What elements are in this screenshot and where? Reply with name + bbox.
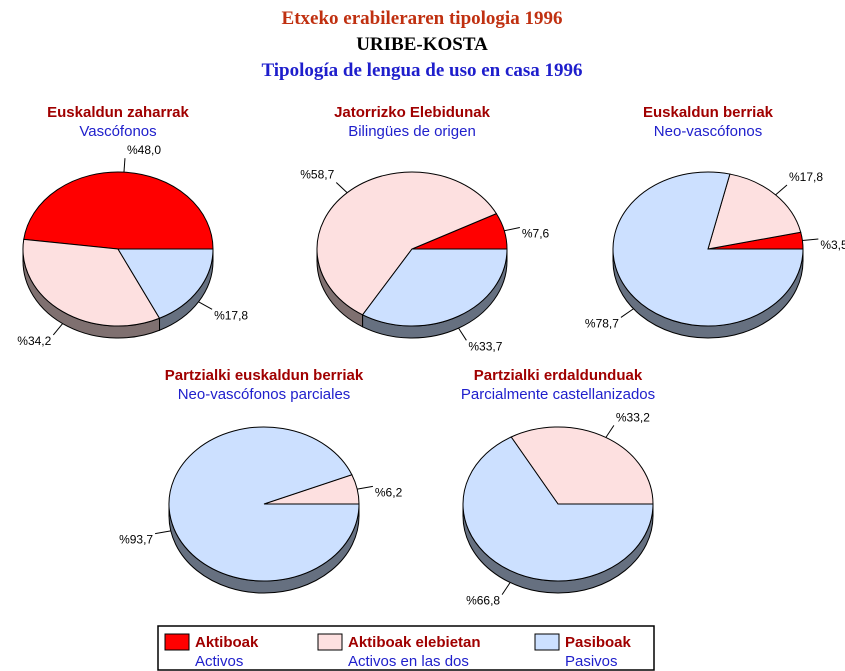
legend-translation: Activos (195, 653, 243, 670)
pie-subtitle: Parcialmente castellanizados (461, 386, 655, 403)
pie-title: Euskaldun zaharrak (47, 104, 189, 121)
main-subtitle: URIBE-KOSTA (356, 34, 488, 55)
value-label: %6,2 (375, 485, 403, 499)
leader-line (501, 582, 511, 595)
value-label: %33,7 (468, 339, 502, 353)
slice (462, 436, 654, 582)
leader-line (605, 425, 615, 438)
legend-box (157, 625, 655, 671)
leader-line (123, 158, 126, 173)
leader-line (52, 323, 64, 336)
value-label: %93,7 (119, 533, 153, 547)
slice (510, 426, 654, 505)
value-label: %7,6 (522, 226, 550, 240)
value-label: %33,2 (616, 410, 650, 424)
value-label: %58,7 (300, 167, 334, 181)
slice (23, 171, 214, 250)
leader-line (620, 308, 634, 318)
value-label: %48,0 (127, 143, 161, 157)
leader-line (335, 182, 348, 194)
slice (612, 171, 804, 327)
legend-translation: Pasivos (565, 653, 618, 670)
pie-subtitle: Bilingües de origen (348, 123, 476, 140)
legend-translation: Activos en las dos (348, 653, 469, 670)
legend-swatch (164, 633, 190, 651)
main-title: Etxeko erabileraren tipologia 1996 (282, 8, 563, 29)
legend-swatch (534, 633, 560, 651)
slice (316, 171, 498, 316)
leader-line (155, 530, 171, 535)
legend-label: Aktiboak elebietan (348, 634, 481, 651)
pie-subtitle: Vascófonos (79, 123, 156, 140)
leader-line (198, 301, 213, 310)
pie-subtitle: Neo-vascófonos (654, 123, 762, 140)
main-translation: Tipología de lengua de uso en casa 1996 (261, 60, 582, 81)
value-label: %17,8 (789, 170, 823, 184)
pie-title: Jatorrizko Elebidunak (334, 104, 491, 121)
pie-title: Euskaldun berriak (643, 104, 774, 121)
legend-label: Pasiboak (565, 634, 632, 651)
pie-title: Partzialki erdaldunduak (474, 367, 643, 384)
value-label: %78,7 (585, 316, 619, 330)
slice (117, 248, 214, 319)
value-label: %66,8 (466, 594, 500, 608)
leader-line (802, 238, 819, 242)
leader-line (458, 327, 467, 341)
value-label: %3,5 (820, 238, 845, 252)
slice (22, 238, 161, 327)
pie-title: Partzialki euskaldun berriak (165, 367, 364, 384)
pie-subtitle: Neo-vascófonos parciales (178, 386, 351, 403)
legend-label: Aktiboak (195, 634, 259, 651)
legend-swatch (317, 633, 343, 651)
slice (361, 248, 508, 327)
leader-line (504, 226, 520, 232)
value-label: %34,2 (17, 334, 51, 348)
value-label: %17,8 (214, 308, 248, 322)
slice (168, 426, 360, 582)
leader-line (357, 485, 373, 490)
leader-line (775, 184, 788, 196)
